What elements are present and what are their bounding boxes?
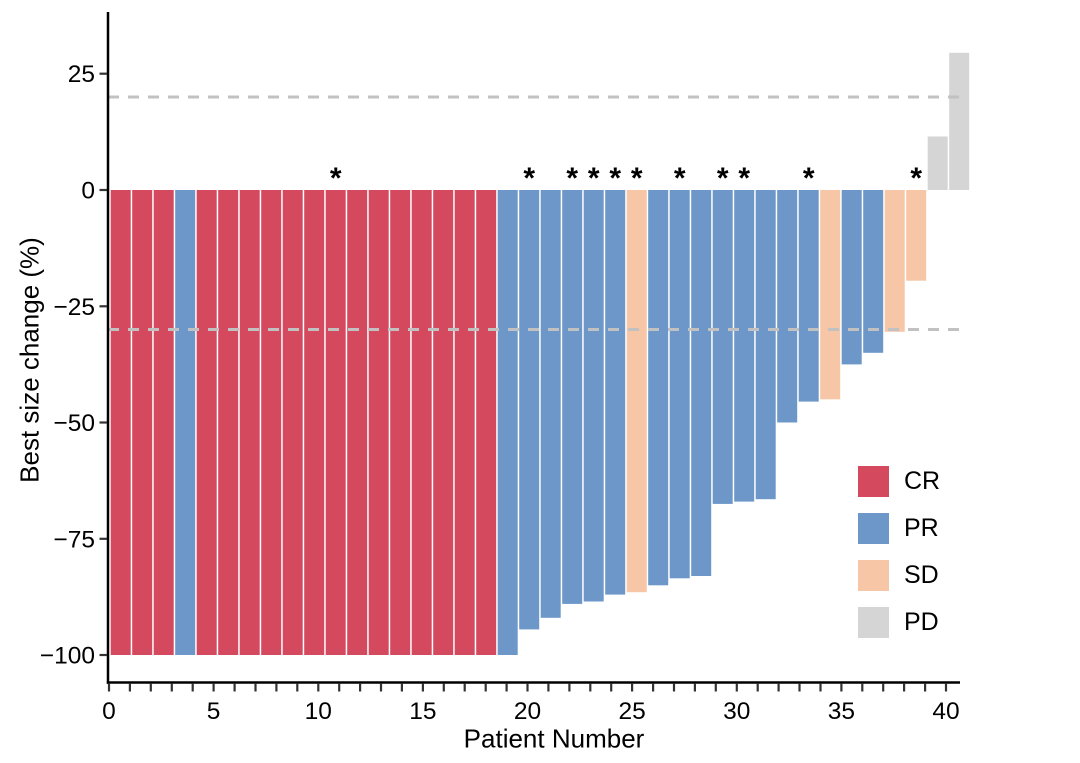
bar-patient-18	[476, 190, 497, 655]
significance-asterisk-patient-20: *	[523, 162, 535, 195]
bar-patient-35	[841, 190, 862, 365]
bar-patient-30	[734, 190, 755, 502]
x-tick-label-15: 15	[409, 698, 436, 725]
bar-patient-34	[820, 190, 841, 400]
bar-patient-39	[927, 136, 948, 190]
y-tick-label-0: 0	[81, 178, 95, 205]
bar-patient-11	[325, 190, 346, 655]
bar-patient-5	[196, 190, 217, 655]
x-tick-label-20: 20	[514, 698, 541, 725]
bar-patient-12	[347, 190, 368, 655]
x-tick-label-30: 30	[723, 698, 750, 725]
x-tick-label-0: 0	[102, 698, 116, 725]
x-tick-label-35: 35	[828, 698, 855, 725]
y-tick-label--50: −50	[53, 410, 95, 437]
y-tick-label--25: −25	[53, 294, 95, 321]
x-tick-label-25: 25	[618, 698, 645, 725]
bar-patient-26	[648, 190, 669, 586]
y-tick-label--75: −75	[53, 526, 95, 553]
y-tick-label-25: 25	[68, 61, 95, 88]
legend-swatch-sd	[858, 560, 889, 591]
significance-asterisk-patient-33: *	[803, 162, 815, 195]
bar-patient-33	[798, 190, 819, 402]
significance-asterisk-patient-29: *	[717, 162, 729, 195]
bar-patient-37	[884, 190, 905, 332]
bar-patient-20	[519, 190, 540, 630]
bar-patient-10	[304, 190, 325, 655]
legend-item-cr: CR	[858, 466, 940, 497]
bar-patient-14	[390, 190, 411, 655]
legend-item-pd: PD	[858, 607, 940, 638]
legend-label-pd: PD	[904, 608, 939, 636]
significance-asterisk-patient-25: *	[631, 162, 643, 195]
significance-asterisk-patient-38: *	[910, 162, 922, 195]
legend-label-sd: SD	[904, 561, 939, 589]
bar-patient-25	[626, 190, 647, 593]
legend-item-pr: PR	[858, 513, 940, 544]
legend-item-sd: SD	[858, 560, 940, 591]
significance-asterisk-patient-22: *	[566, 162, 578, 195]
bar-patient-32	[777, 190, 798, 423]
legend-label-cr: CR	[904, 467, 941, 495]
bar-patient-23	[583, 190, 604, 602]
bar-patient-28	[691, 190, 712, 576]
legend-swatch-pd	[858, 607, 889, 638]
legend-swatch-pr	[858, 513, 889, 544]
significance-asterisk-patient-30: *	[738, 162, 750, 195]
bar-patient-17	[454, 190, 475, 655]
bar-patient-4	[175, 190, 196, 655]
bar-patient-29	[712, 190, 733, 504]
bar-patient-15	[411, 190, 432, 655]
y-tick-label--100: −100	[40, 643, 95, 670]
bar-patient-19	[497, 190, 518, 655]
bar-patient-31	[755, 190, 776, 500]
bar-patient-9	[282, 190, 303, 655]
x-tick-label-5: 5	[207, 698, 221, 725]
bar-patient-40	[949, 52, 970, 190]
bar-patient-1	[110, 190, 131, 655]
significance-asterisk-patient-27: *	[674, 162, 686, 195]
bar-patient-3	[153, 190, 174, 655]
bar-patient-24	[605, 190, 626, 595]
legend-label-pr: PR	[904, 514, 939, 542]
significance-asterisk-patient-24: *	[609, 162, 621, 195]
x-tick-label-10: 10	[305, 698, 332, 725]
bar-patient-27	[669, 190, 690, 579]
bar-patient-36	[863, 190, 884, 353]
significance-asterisk-patient-23: *	[588, 162, 600, 195]
bar-patient-6	[218, 190, 239, 655]
bar-patient-38	[906, 190, 927, 281]
bar-patient-7	[239, 190, 260, 655]
bar-patient-2	[132, 190, 153, 655]
significance-asterisk-patient-11: *	[330, 162, 342, 195]
bar-patient-16	[433, 190, 454, 655]
legend: CR PR SD PD	[858, 466, 940, 654]
bar-patient-8	[261, 190, 282, 655]
bar-patient-13	[368, 190, 389, 655]
x-tick-label-40: 40	[932, 698, 959, 725]
y-axis-title: Best size change (%)	[14, 237, 45, 483]
legend-swatch-cr	[858, 466, 889, 497]
bar-patient-21	[540, 190, 561, 618]
bar-patient-22	[562, 190, 583, 604]
x-axis-title: Patient Number	[463, 723, 645, 754]
